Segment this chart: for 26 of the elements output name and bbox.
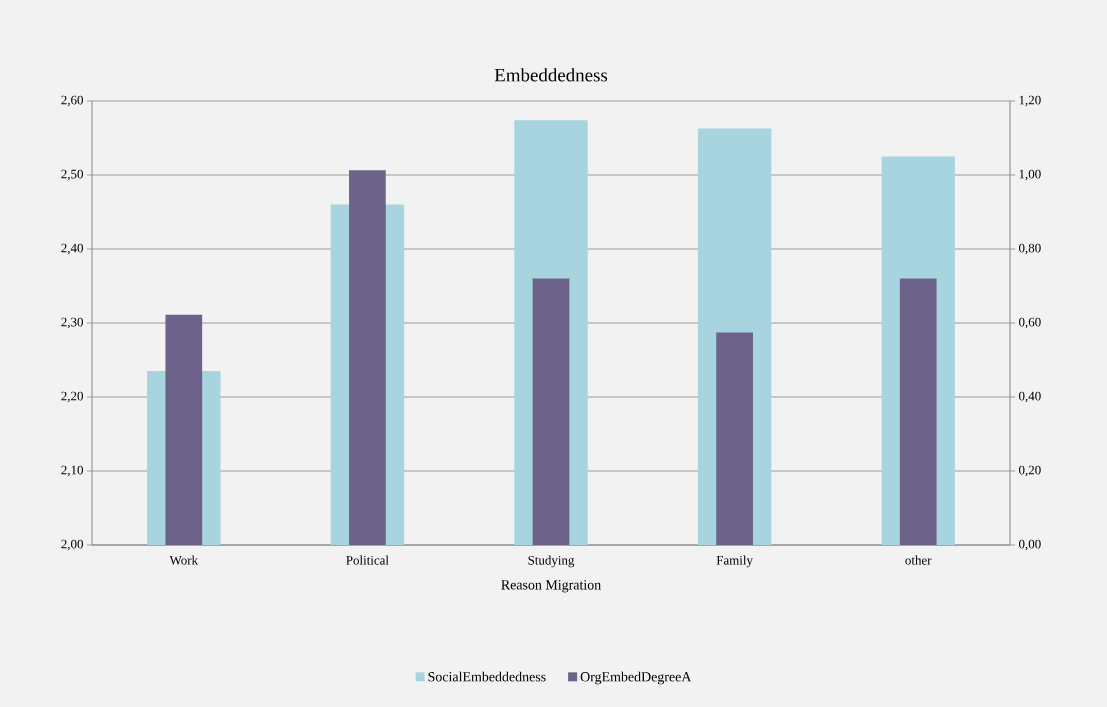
x-tick-label: Work: [169, 555, 199, 565]
y2-tick-label: 0,40: [1019, 391, 1041, 403]
x-tick-label: Political: [346, 555, 389, 565]
y2-tick-label: 1,20: [1019, 95, 1041, 107]
y-tick-label: 2,10: [61, 465, 83, 477]
y-tick-label: 2,30: [61, 317, 83, 329]
y-tick-label: 2,60: [61, 95, 83, 107]
bar: [716, 332, 753, 545]
x-tick-label: Family: [716, 555, 753, 568]
legend-label: SocialEmbeddedness: [428, 671, 546, 682]
y-tick-label: 2,20: [61, 391, 83, 403]
y-tick-label: 2,00: [61, 539, 83, 551]
y2-tick-label: 1,00: [1019, 169, 1041, 181]
x-tick-label: other: [905, 555, 932, 565]
bar: [532, 278, 570, 545]
y2-tick-label: 0,20: [1019, 465, 1041, 477]
y-tick-label: 2,40: [61, 243, 83, 255]
legend-label: OrgEmbedDegreeA: [580, 671, 692, 685]
y2-tick-label: 0,60: [1019, 317, 1041, 329]
chart-title: Embeddedness: [494, 68, 608, 82]
x-axis-title: Reason Migration: [501, 580, 601, 593]
y-tick-label: 2,50: [61, 169, 83, 181]
x-tick-label: Studying: [528, 555, 575, 568]
bar: [899, 278, 937, 545]
y2-tick-label: 0,80: [1019, 243, 1041, 255]
y2-tick-label: 0,00: [1019, 539, 1041, 551]
